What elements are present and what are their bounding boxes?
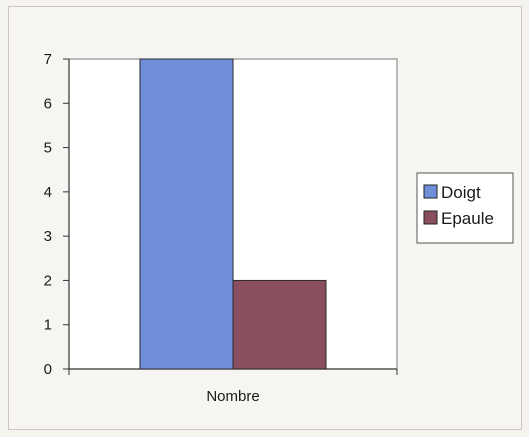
bar-doigt: [139, 58, 234, 370]
legend: Doigt Epaule: [416, 172, 514, 244]
legend-label-doigt: Doigt: [441, 183, 481, 202]
y-tick-label: 0: [44, 361, 52, 378]
y-tick-label: 5: [44, 140, 52, 157]
y-tick-label: 2: [44, 272, 52, 289]
y-tick-label: 4: [44, 184, 52, 201]
bar-epaule: [232, 279, 327, 370]
y-tick-label: 3: [44, 228, 52, 245]
y-tick-label: 1: [44, 317, 52, 334]
y-tick-label: 7: [44, 51, 52, 68]
legend-swatch-doigt: [423, 184, 438, 199]
legend-label-epaule: Epaule: [441, 209, 494, 228]
legend-swatch-epaule: [423, 210, 438, 225]
y-tick-label: 6: [44, 95, 52, 112]
x-category-label: Nombre: [206, 388, 259, 405]
plot-area: 0 1 2 3 4 5 6 7 Nombre: [44, 51, 398, 405]
